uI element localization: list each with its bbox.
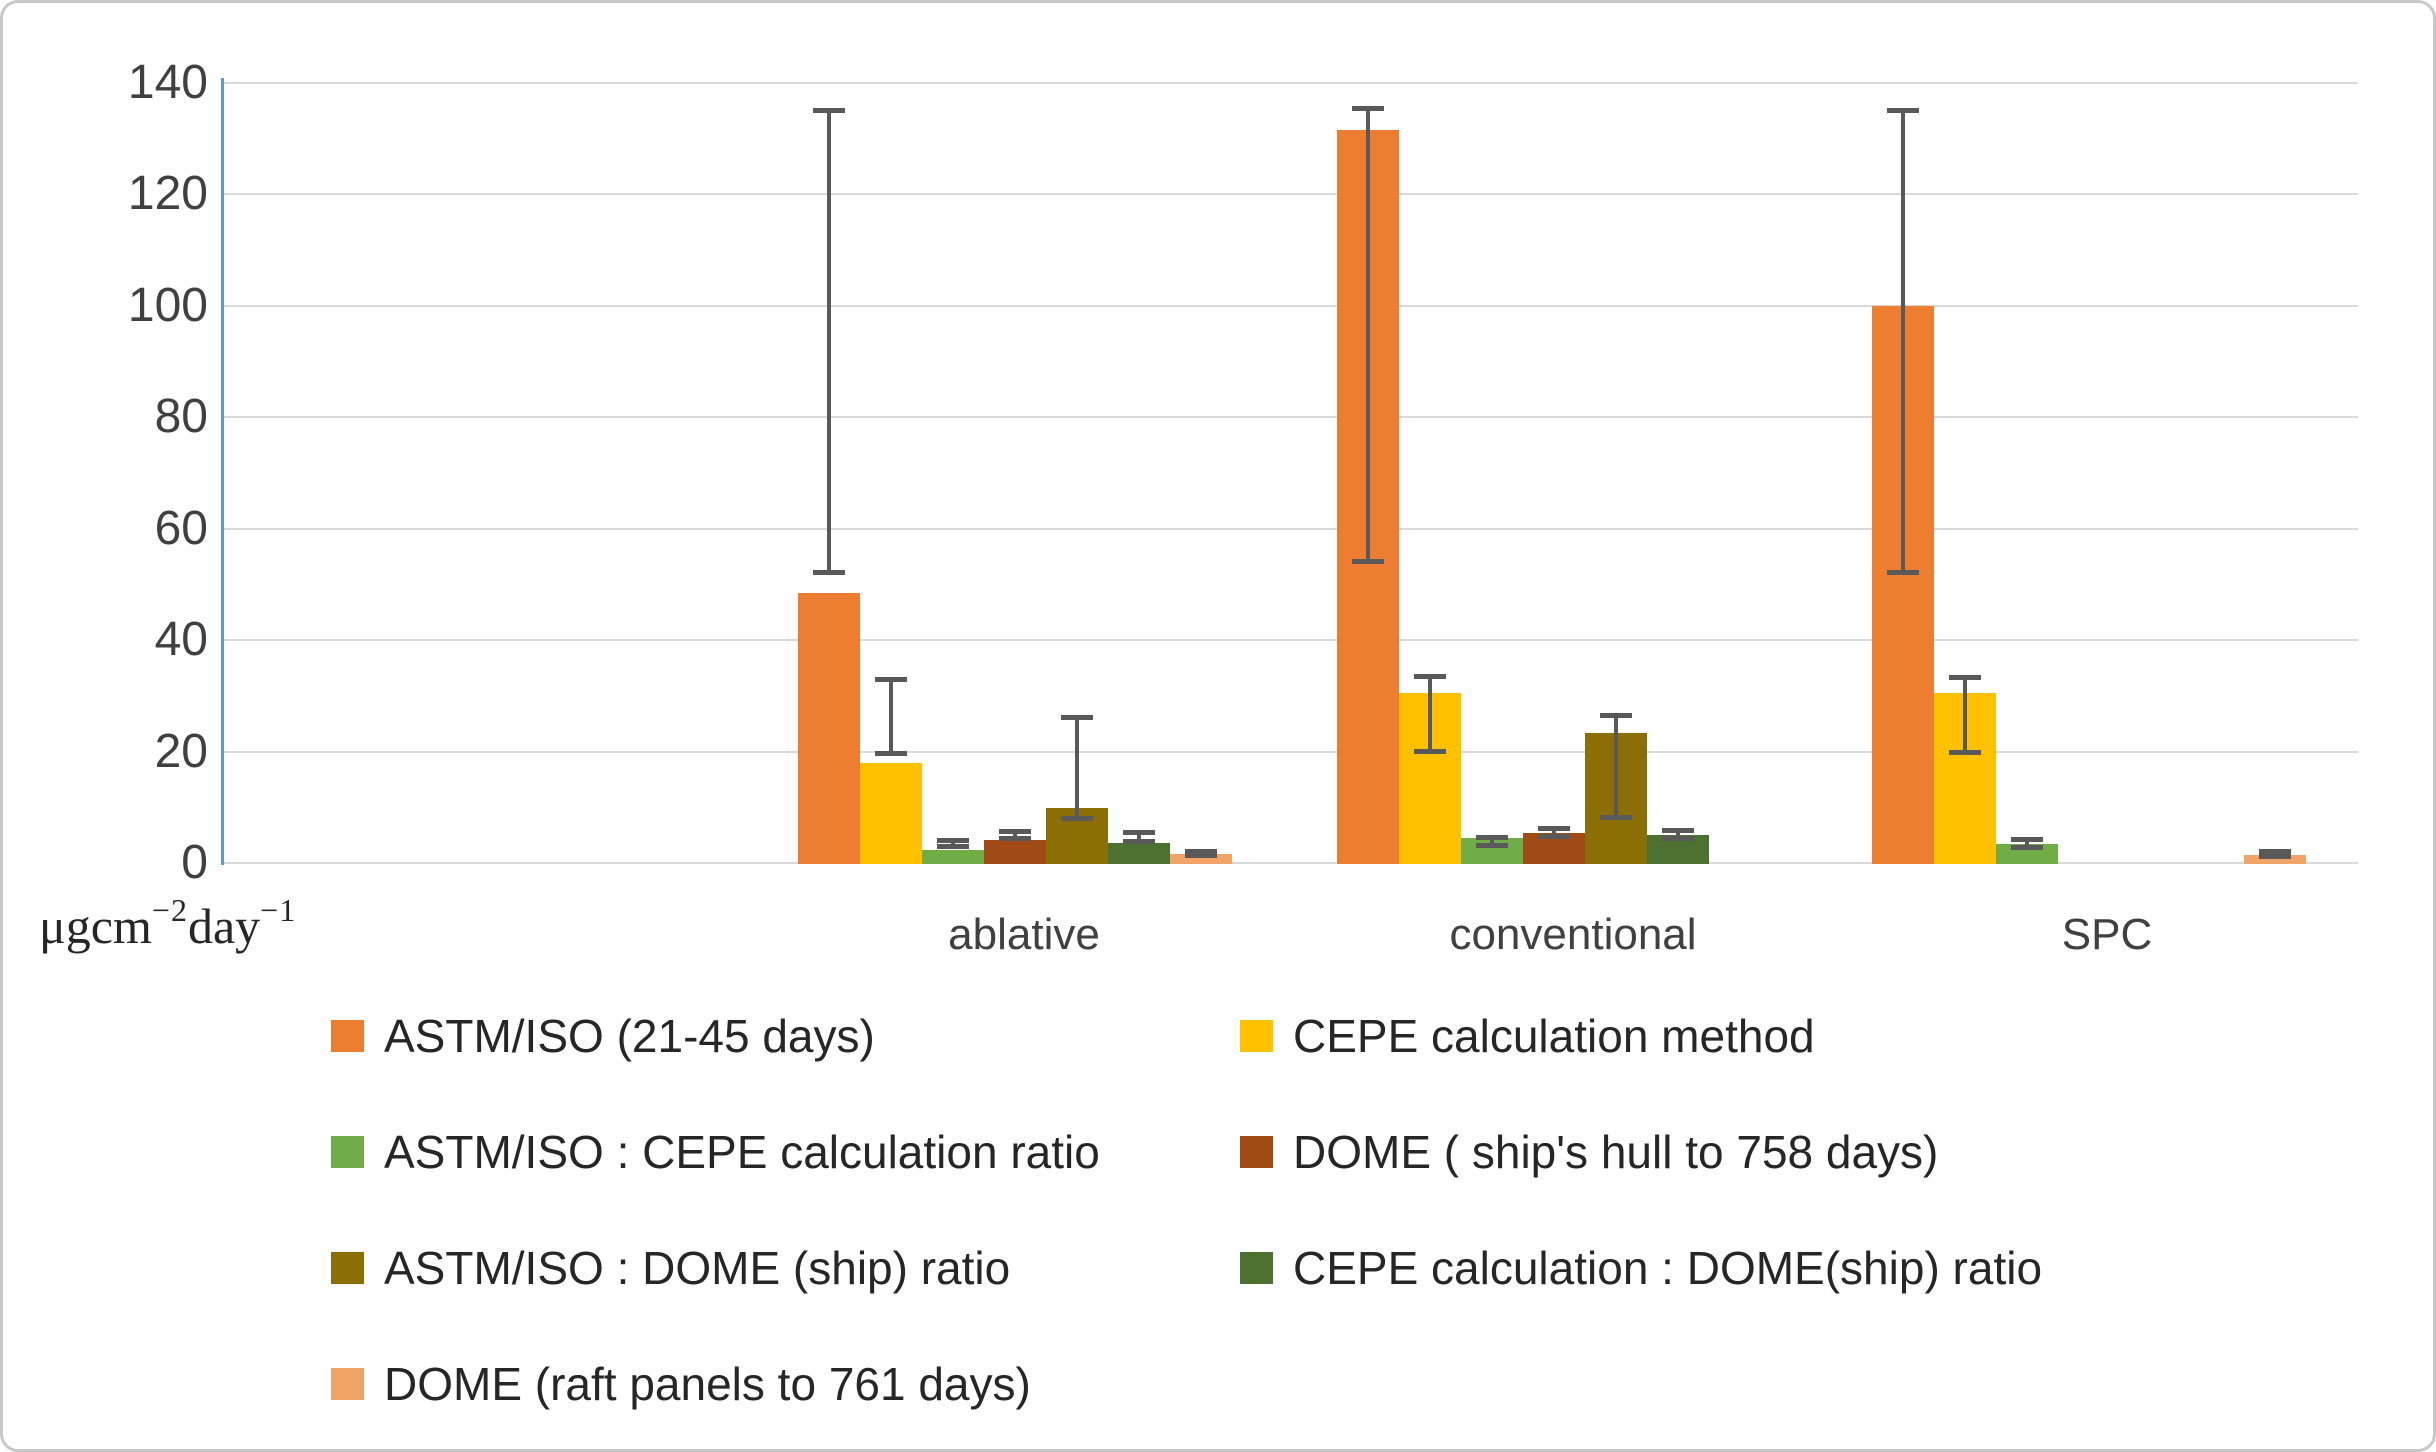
error-bar-line-s6-conventional bbox=[1676, 829, 1680, 840]
error-bar-line-s4-ablative bbox=[1013, 830, 1017, 840]
legend-swatch-icon-7 bbox=[331, 1368, 364, 1400]
legend-label-7: DOME (raft panels to 761 days) bbox=[384, 1358, 1031, 1410]
error-bar-cap-bottom-s6-conventional bbox=[1662, 836, 1694, 842]
bar-s4-ablative bbox=[984, 840, 1046, 864]
legend-swatch-icon-5 bbox=[331, 1252, 364, 1284]
unit-base-2: day bbox=[187, 898, 261, 954]
error-bar-line-s5-ablative bbox=[1075, 716, 1079, 819]
error-bar-cap-bottom-s2-ablative bbox=[875, 751, 907, 757]
gridline-100 bbox=[222, 304, 2358, 307]
error-bar-cap-bottom-s4-conventional bbox=[1538, 834, 1570, 840]
error-bar-cap-bottom-s1-SPC bbox=[1887, 570, 1919, 576]
gridline-80 bbox=[222, 416, 2358, 418]
error-bar-cap-top-s2-conventional bbox=[1414, 674, 1446, 680]
error-bar-line-s1-conventional bbox=[1366, 107, 1370, 562]
bar-s3-ablative bbox=[922, 850, 984, 864]
error-bar-cap-bottom-s3-SPC bbox=[2011, 844, 2043, 850]
error-bar-cap-top-s2-ablative bbox=[875, 677, 907, 683]
gridline-0 bbox=[222, 862, 2358, 864]
legend-label-1: ASTM/ISO (21-45 days) bbox=[384, 1010, 875, 1062]
gridline-40 bbox=[222, 639, 2358, 641]
error-bar-cap-bottom-s5-ablative bbox=[1061, 815, 1093, 821]
error-bar-cap-top-s5-ablative bbox=[1061, 714, 1093, 720]
error-bar-line-s3-ablative bbox=[951, 840, 955, 847]
y-tick-label-140: 140 bbox=[127, 55, 208, 109]
y-tick-label-20: 20 bbox=[154, 724, 208, 778]
error-bar-cap-top-s1-ablative bbox=[813, 108, 845, 114]
y-tick-label-60: 60 bbox=[154, 501, 208, 555]
unit-sup-2: −1 bbox=[260, 892, 297, 929]
error-bar-cap-bottom-s4-ablative bbox=[999, 836, 1031, 842]
error-bar-cap-top-s3-SPC bbox=[2011, 837, 2043, 843]
bar-s7-ablative bbox=[1170, 854, 1232, 864]
error-bar-cap-top-s7-SPC bbox=[2259, 849, 2291, 855]
error-bar-cap-top-s3-ablative bbox=[937, 838, 969, 844]
unit-base-1: μgcm bbox=[39, 898, 152, 954]
y-axis-line bbox=[221, 78, 224, 865]
legend-label-6: CEPE calculation : DOME(ship) ratio bbox=[1293, 1242, 2043, 1294]
legend-label-2: CEPE calculation method bbox=[1293, 1010, 1815, 1062]
error-bar-cap-bottom-s2-SPC bbox=[1949, 749, 1981, 755]
gridline-120 bbox=[222, 193, 2358, 195]
error-bar-cap-bottom-s7-ablative bbox=[1185, 853, 1217, 859]
error-bar-cap-bottom-s1-conventional bbox=[1352, 558, 1384, 564]
y-axis-unit-label: μgcm−2day−1 bbox=[39, 894, 296, 954]
error-bar-line-s4-conventional bbox=[1552, 827, 1556, 838]
error-bar-cap-top-s4-conventional bbox=[1538, 825, 1570, 831]
y-tick-label-40: 40 bbox=[154, 613, 208, 666]
gridline-60 bbox=[222, 527, 2358, 530]
x-category-label-ablative: ablative bbox=[948, 910, 1100, 959]
error-bar-line-s1-ablative bbox=[827, 110, 831, 574]
legend-label-4: DOME ( ship's hull to 758 days) bbox=[1293, 1126, 1939, 1178]
error-bar-line-s1-SPC bbox=[1901, 110, 1905, 574]
error-bar-cap-top-s7-ablative bbox=[1185, 848, 1217, 854]
legend-swatch-icon-2 bbox=[1240, 1020, 1273, 1052]
legend-swatch-icon-6 bbox=[1240, 1252, 1273, 1284]
error-bar-cap-top-s6-conventional bbox=[1662, 827, 1694, 833]
x-category-label-SPC: SPC bbox=[2061, 910, 2153, 959]
gridline-20 bbox=[222, 750, 2358, 753]
legend-swatch-icon-4 bbox=[1240, 1136, 1273, 1168]
bar-s2-ablative bbox=[860, 762, 922, 864]
error-bar-cap-top-s2-SPC bbox=[1949, 674, 1981, 680]
error-bar-cap-top-s6-ablative bbox=[1123, 830, 1155, 836]
error-bar-line-s3-SPC bbox=[2025, 839, 2029, 848]
error-bar-cap-bottom-s7-SPC bbox=[2259, 853, 2291, 859]
error-bar-cap-bottom-s5-conventional bbox=[1600, 814, 1632, 820]
error-bar-cap-top-s1-conventional bbox=[1352, 105, 1384, 111]
error-bar-cap-bottom-s6-ablative bbox=[1123, 839, 1155, 845]
y-tick-label-80: 80 bbox=[154, 390, 208, 443]
unit-sup-1: −2 bbox=[151, 892, 188, 929]
gridline-140 bbox=[222, 81, 2358, 84]
error-bar-line-s3-conventional bbox=[1490, 837, 1494, 846]
error-bar-line-s6-ablative bbox=[1137, 832, 1141, 843]
error-bar-cap-top-s1-SPC bbox=[1887, 108, 1919, 114]
x-category-label-conventional: conventional bbox=[1449, 910, 1697, 959]
error-bar-line-s2-ablative bbox=[889, 679, 893, 755]
error-bar-line-s5-conventional bbox=[1614, 714, 1618, 818]
error-bar-cap-top-s5-conventional bbox=[1600, 712, 1632, 718]
legend-swatch-icon-3 bbox=[331, 1136, 364, 1168]
error-bar-line-s2-conventional bbox=[1428, 676, 1432, 752]
y-tick-label-0: 0 bbox=[181, 836, 208, 889]
error-bar-cap-bottom-s2-conventional bbox=[1414, 748, 1446, 754]
y-tick-label-100: 100 bbox=[127, 278, 208, 332]
error-bar-cap-top-s3-conventional bbox=[1476, 835, 1508, 841]
legend-swatch-icon-1 bbox=[331, 1020, 364, 1052]
error-bar-line-s2-SPC bbox=[1963, 676, 1967, 753]
y-tick-label-120: 120 bbox=[127, 167, 208, 220]
legend-label-3: ASTM/ISO : CEPE calculation ratio bbox=[384, 1126, 1100, 1178]
bar-s6-ablative bbox=[1108, 842, 1170, 864]
bar-s1-ablative bbox=[798, 592, 860, 864]
error-bar-cap-bottom-s3-ablative bbox=[937, 843, 969, 849]
error-bar-cap-top-s4-ablative bbox=[999, 828, 1031, 834]
legend-label-5: ASTM/ISO : DOME (ship) ratio bbox=[384, 1242, 1011, 1294]
bar-s7-SPC bbox=[2244, 855, 2306, 864]
error-bar-cap-bottom-s3-conventional bbox=[1476, 842, 1508, 848]
error-bar-cap-bottom-s1-ablative bbox=[813, 570, 845, 576]
